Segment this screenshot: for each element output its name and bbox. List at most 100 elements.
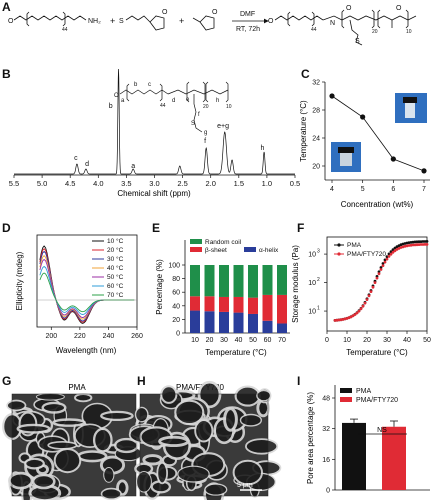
panel-label-i: I [297,374,300,388]
f-point [421,243,425,246]
vial-photo-liquid-glass [405,100,415,118]
e-bar-segment [204,311,215,333]
f-point [421,240,425,243]
nmr-struct-side [193,94,203,133]
sem-pore [53,448,82,474]
d-x-tick-label: 260 [131,333,143,340]
e-bar-segment [219,311,229,333]
peg-zigzag [13,15,87,21]
sem-pore [174,399,205,426]
e-bar-segment [190,265,200,297]
e-bar-segment [262,320,273,333]
nmr-structure-text: O 44 20 10 S a b c d e f g h [114,82,232,136]
g-title: PMA [68,383,86,392]
f-x-tick-label: 40 [403,337,411,344]
f-legend-label: PMA [347,242,362,249]
e-xlabel: Temperature (°C) [205,348,267,357]
sem-image-pma [2,393,143,500]
e-y-tick-label: 60 [172,290,180,297]
i-legend-label: PMA/FTY720 [356,397,398,404]
d-ylabel: Ellipticity (mdeg) [15,251,24,310]
f-point [353,313,357,316]
panel-label-f: F [297,221,304,235]
product-bracket3 [377,9,409,29]
c-ylabel: Temperature (°C) [299,100,308,162]
panel-b-nmr: 5.5 5.0 4.5 4.0 3.5 3.0 2.5 2.0 1.5 1.0 0.5 cdbafe… [9,68,300,198]
c-x-tick-label: 4 [330,186,334,193]
c-point [421,168,427,174]
f-y-tick-base: 10 [308,252,316,259]
i-bar [382,426,406,490]
sem-pore [245,438,279,455]
panel-label-a: A [2,0,11,14]
sem-pore [100,487,122,500]
nmr-letter-c: c [148,82,151,88]
f-legend-marker [337,243,341,247]
sem-pore [134,406,149,423]
nmr-xlabel: Chemical shift (ppm) [117,189,191,198]
f-x-tick-label: 50 [423,337,431,344]
sem-pore [41,401,67,414]
e-bars [190,265,287,333]
d-legend-label: 40 °C [107,264,124,272]
sem-pore [8,471,34,490]
c-point [329,93,335,99]
nca2-methyl [192,17,201,23]
nmr-peak-label: e+g [217,123,229,130]
f-point [381,262,385,265]
panel-label-b: B [2,67,11,81]
f-point [359,307,363,311]
i-ylabel: Pore area percentage (%) [306,392,315,484]
f-frame [326,236,428,332]
panel-label-g: G [2,374,11,388]
nca1-ring [149,15,165,31]
e-bar-segment [190,310,200,333]
d-legend: 10 °C20 °C30 °C40 °C50 °C60 °C70 °C [92,237,124,299]
e-y-tick-label: 0 [176,331,180,338]
panel-label-c: C [301,67,310,81]
product-peg [274,15,324,21]
e-legend-swatch [190,239,202,244]
i-bar [342,422,366,490]
f-point [365,298,369,301]
sem-pore [6,399,27,412]
nmr-peak-label: d [85,161,89,168]
sem-pore [31,473,56,490]
c-series-line [331,95,425,172]
e-ticks: 10 20 30 40 50 60 70 0 20 40 60 80 100 [168,263,286,345]
nca2-ring [199,15,215,31]
vial-photo-gel-glass [340,150,352,166]
panel-e-chart: 10 20 30 40 50 60 70 0 20 40 60 80 100 Random coilβ-… [155,239,290,357]
e-bar-segment [190,296,200,311]
e-x-tick-label: 20 [206,337,214,344]
i-bars [342,418,406,490]
product-bracket1 [287,11,315,27]
nmr-struct-n20: 20 [203,104,209,110]
f-x-tick-label: 0 [325,337,329,344]
scheme-o5: O [396,5,402,12]
c-point [390,156,396,162]
sem-pore [47,440,78,450]
nmr-tick-label: 2.0 [205,179,215,188]
e-y-tick-label: 40 [172,303,180,310]
sem-pore [100,410,134,422]
f-y-tick-exp: 3 [317,249,320,255]
nmr-tick-label: 1.5 [234,179,244,188]
e-x-tick-label: 70 [278,337,286,344]
panel-i-chart: 0 16 32 48 PMA PMA/FTY720 NS Pore area perce… [306,385,430,495]
c-y-tick-label: 32 [312,80,320,87]
c-points [329,93,427,174]
nmr-struct-s: S [191,121,195,127]
sem-pore [177,465,210,483]
f-x-tick-label: 20 [363,337,371,344]
panel-d-chart: 200 220 240 260 10 °C20 °C30 °C40 °C50 °C60… [15,234,143,355]
f-point [369,290,373,293]
f-ylabel: Storage modulus (Pa) [291,245,300,323]
d-legend-label: 70 °C [107,291,124,299]
c-x-tick-label: 6 [391,186,395,193]
sem-pore [114,437,139,454]
f-x-tick-label: 10 [343,337,351,344]
f-point [387,255,391,258]
i-y-tick-label: 32 [322,426,330,433]
